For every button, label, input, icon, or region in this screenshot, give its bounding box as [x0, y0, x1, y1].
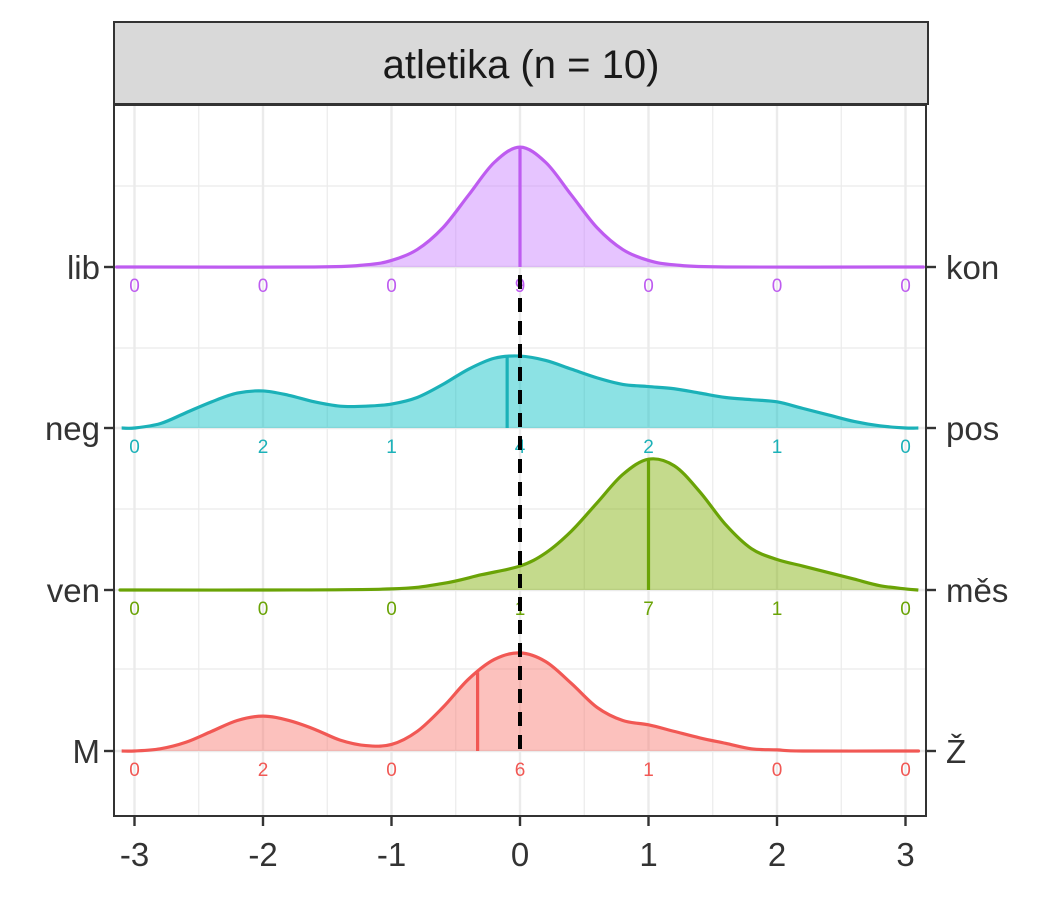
facet-label: atletika (n = 10) [383, 43, 660, 87]
y-label-left: M [73, 733, 101, 770]
count-label: 0 [900, 760, 911, 781]
count-label: 6 [515, 760, 526, 781]
count-label: 0 [129, 437, 140, 458]
y-label-right: měs [946, 572, 1008, 609]
count-label: 7 [643, 599, 654, 620]
count-label: 2 [258, 437, 269, 458]
x-tick-label: 3 [896, 836, 914, 873]
count-label: 0 [129, 760, 140, 781]
x-tick-label: -1 [377, 836, 406, 873]
y-label-left: ven [47, 572, 100, 609]
count-label: 0 [900, 276, 911, 297]
count-label: 0 [129, 599, 140, 620]
x-axis: -3 -2 -1 0 1 2 3 [120, 816, 915, 873]
strip-background [113, 21, 929, 105]
count-label: 0 [129, 276, 140, 297]
count-label: 0 [386, 760, 397, 781]
count-label: 0 [772, 760, 783, 781]
y-label-right: pos [946, 410, 999, 447]
y-label-right: kon [946, 249, 999, 286]
count-label: 0 [386, 599, 397, 620]
y-label-left: lib [67, 249, 100, 286]
count-label: 0 [772, 276, 783, 297]
x-tick-label: 1 [639, 836, 657, 873]
density-line [118, 457, 919, 592]
count-label: 0 [386, 276, 397, 297]
x-tick-label: -3 [120, 836, 149, 873]
count-label: 0 [258, 599, 269, 620]
count-label: 0 [258, 276, 269, 297]
count-label: 1 [386, 437, 397, 458]
count-label: 0 [900, 437, 911, 458]
x-tick-label: -2 [248, 836, 277, 873]
count-label: 2 [258, 760, 269, 781]
x-tick-label: 0 [511, 836, 529, 873]
count-label: 0 [643, 276, 654, 297]
count-label: 1 [643, 760, 654, 781]
count-label: 2 [643, 437, 654, 458]
x-tick-label: 2 [768, 836, 786, 873]
count-label: 1 [772, 599, 783, 620]
y-label-left: neg [45, 410, 100, 447]
density-line [121, 651, 921, 753]
y-label-right: Ž [946, 733, 966, 770]
count-label: 1 [772, 437, 783, 458]
count-label: 0 [900, 599, 911, 620]
density-fill [120, 458, 919, 591]
